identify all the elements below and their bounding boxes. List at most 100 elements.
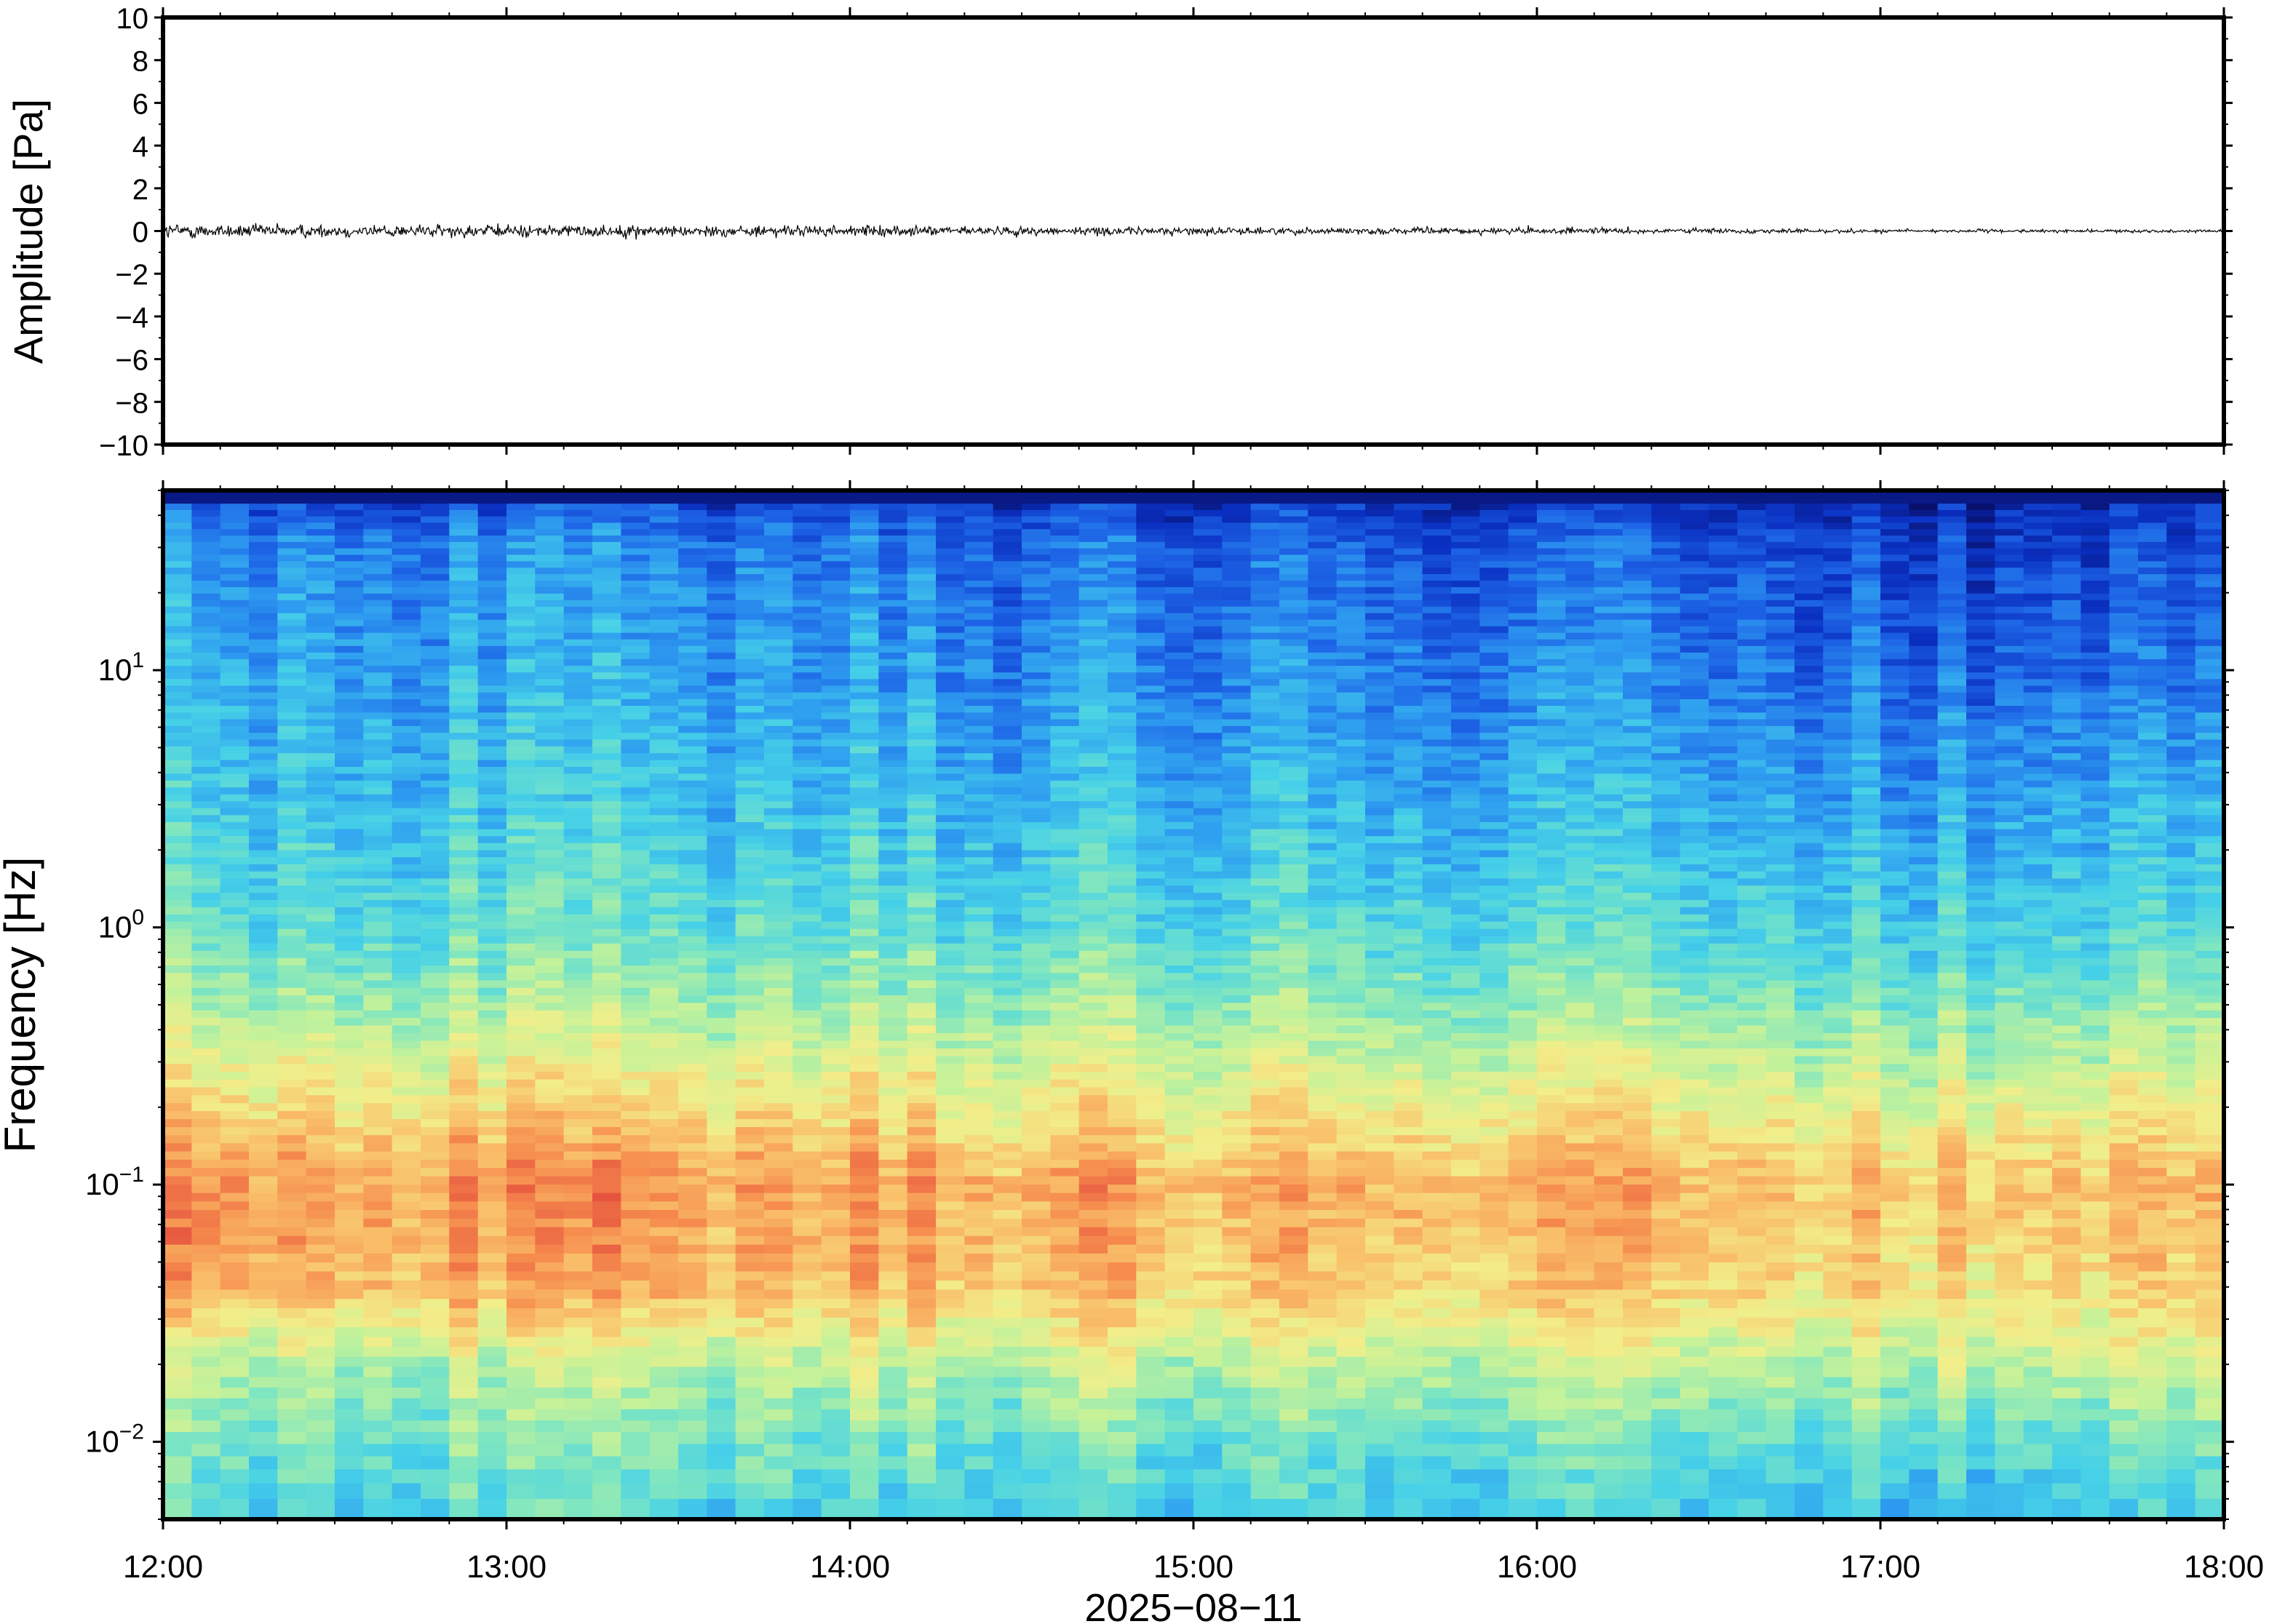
spectrogram-cell	[678, 712, 708, 720]
spectrogram-cell	[421, 1071, 450, 1080]
spectrogram-cell	[335, 1048, 365, 1056]
spectrogram-cell	[421, 870, 450, 879]
spectrogram-cell	[850, 821, 880, 829]
amplitude-y-tick-label: −6	[115, 345, 148, 377]
spectrogram-cell	[1022, 1201, 1052, 1210]
spectrogram-cell	[535, 913, 565, 922]
spectrogram-cell	[363, 1142, 393, 1152]
spectrogram-cell	[678, 1376, 708, 1388]
spectrogram-cell	[1050, 567, 1080, 575]
spectrogram-cell	[735, 1420, 765, 1433]
spectrogram-cell	[1022, 725, 1052, 733]
spectrogram-cell	[535, 1078, 565, 1088]
spectrogram-cell	[277, 612, 307, 620]
spectrogram-cell	[363, 593, 393, 600]
spectrogram-cell	[191, 877, 221, 886]
spectrogram-cell	[821, 1289, 851, 1299]
spectrogram-cell	[621, 1443, 651, 1457]
spectrogram-cell	[335, 950, 365, 958]
spectrogram-cell	[592, 1307, 622, 1318]
spectrogram-cell	[363, 885, 393, 893]
spectrogram-cell	[592, 618, 622, 626]
spectrogram-cell	[191, 1150, 221, 1160]
spectrogram-cell	[592, 1040, 622, 1048]
spectrogram-cell	[707, 1298, 736, 1309]
spectrogram-cell	[306, 725, 335, 733]
spectrogram-cell	[792, 1346, 822, 1357]
spectrogram-cell	[592, 958, 622, 966]
spectrogram-cell	[907, 554, 937, 562]
spectrogram-cell	[506, 1175, 536, 1185]
spectrogram-cell	[821, 752, 851, 760]
spectrogram-cell	[792, 972, 822, 981]
spectrogram-cell	[392, 573, 421, 581]
spectrogram-cell	[220, 1071, 250, 1080]
spectrogram-cell	[678, 503, 708, 510]
spectrogram-cell	[821, 1078, 851, 1088]
spectrogram-cell	[878, 625, 908, 633]
spectrogram-cell	[1136, 1398, 1166, 1409]
spectrogram-cell	[163, 691, 193, 699]
spectrogram-cell	[1022, 1078, 1052, 1088]
spectrogram-cell	[1078, 759, 1108, 767]
spectrogram-cell	[1164, 645, 1194, 653]
spectrogram-cell	[735, 1192, 765, 1202]
spectrogram-cell	[1193, 780, 1223, 788]
spectrogram-cell	[1108, 732, 1137, 740]
spectrogram-cell	[1022, 1167, 1052, 1177]
spectrogram-cell	[936, 942, 966, 951]
spectrogram-cell	[277, 625, 307, 633]
spectrogram-cell	[907, 672, 937, 680]
spectrogram-cell	[878, 665, 908, 673]
spectrogram-cell	[993, 928, 1022, 936]
spectrogram-cell	[220, 1443, 250, 1457]
spectrogram-cell	[563, 678, 593, 686]
spectrogram-cell	[649, 793, 679, 802]
spectrogram-cell	[277, 828, 307, 837]
spectrogram-cell	[363, 1366, 393, 1377]
spectrogram-cell	[1164, 1443, 1194, 1457]
spectrogram-cell	[421, 1376, 450, 1388]
spectrogram-cell	[1164, 1071, 1194, 1080]
spectrogram-cell	[707, 1086, 736, 1096]
spectrogram-cell	[449, 625, 479, 633]
spectrogram-cell	[563, 605, 593, 613]
spectrogram-cell	[421, 672, 450, 680]
spectrogram-cell	[1050, 1150, 1080, 1160]
spectrogram-cell	[563, 1150, 593, 1160]
spectrogram-cell	[678, 625, 708, 633]
spectrogram-cell	[191, 972, 221, 981]
spectrogram-cell	[850, 541, 880, 549]
spectrogram-cell	[1136, 593, 1166, 600]
spectrogram-cell	[1078, 1336, 1108, 1347]
spectrogram-cell	[1164, 1289, 1194, 1299]
spectrogram-cell	[421, 920, 450, 929]
spectrogram-cell	[907, 942, 937, 951]
spectrogram-cell	[878, 560, 908, 568]
spectrogram-cell	[477, 535, 507, 542]
spectrogram-cell	[163, 1063, 193, 1072]
spectrogram-cell	[878, 599, 908, 607]
spectrogram-cell	[191, 759, 221, 767]
spectrogram-cell	[1108, 1376, 1137, 1388]
spectrogram-cell	[363, 1420, 393, 1433]
spectrogram-cell	[163, 705, 193, 713]
spectrogram-cell	[878, 638, 908, 646]
spectrogram-cell	[1108, 560, 1137, 568]
spectrogram-cell	[1164, 814, 1194, 822]
spectrogram-cell	[449, 864, 479, 872]
spectrogram-cell	[764, 490, 794, 498]
spectrogram-cell	[592, 1235, 622, 1245]
spectrogram-cell	[1108, 1078, 1137, 1088]
spectrogram-cell	[421, 625, 450, 633]
spectrogram-cell	[907, 920, 937, 929]
spectrogram-cell	[1022, 1024, 1052, 1033]
spectrogram-cell	[1078, 877, 1108, 886]
spectrogram-cell	[907, 547, 937, 555]
spectrogram-cell	[1164, 752, 1194, 760]
spectrogram-cell	[993, 638, 1022, 646]
spectrogram-cell	[936, 1110, 966, 1120]
spectrogram-cell	[764, 554, 794, 562]
spectrogram-cell	[1193, 1366, 1223, 1377]
spectrogram-cell	[821, 1118, 851, 1128]
